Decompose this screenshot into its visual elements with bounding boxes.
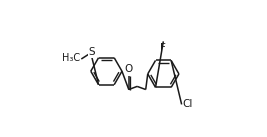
Text: O: O [125,64,133,74]
Text: Cl: Cl [182,99,193,109]
Text: H₃C: H₃C [62,53,81,63]
Text: S: S [88,47,95,57]
Text: F: F [160,43,166,53]
